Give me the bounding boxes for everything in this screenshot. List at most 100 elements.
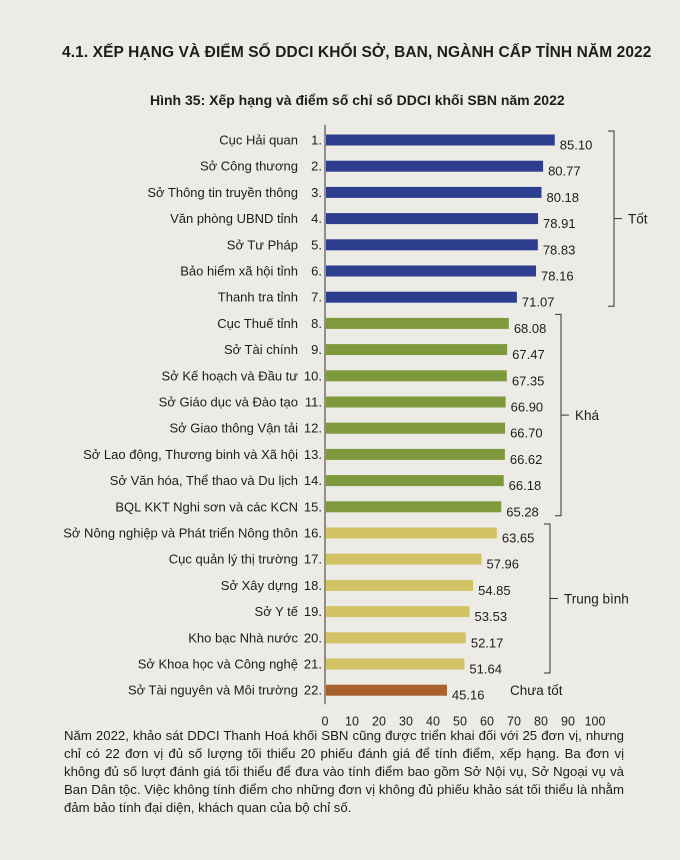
bar-row: Cục Hải quan 1. 85.10 bbox=[219, 133, 592, 153]
bar bbox=[326, 344, 508, 356]
bar-rank-label: 1. bbox=[311, 133, 322, 148]
bar-value-label: 78.91 bbox=[543, 216, 576, 231]
bar-row: Sở Tài nguyên và Môi trường 22. 45.16 bbox=[128, 683, 485, 703]
bar bbox=[326, 684, 447, 696]
bar-value-label: 51.64 bbox=[469, 662, 502, 677]
bar-rank-label: 13. bbox=[304, 447, 322, 462]
bar-value-label: 80.18 bbox=[546, 190, 579, 205]
bar-value-label: 45.16 bbox=[452, 688, 485, 703]
x-tick-label: 80 bbox=[534, 714, 548, 728]
x-tick-label: 70 bbox=[507, 714, 521, 728]
bar-row: Bảo hiểm xã hội tỉnh 6. 78.16 bbox=[180, 264, 573, 284]
bar-category-label: Sở Y tế bbox=[255, 604, 299, 619]
group-label: Trung bình bbox=[564, 592, 629, 607]
body-paragraph: Năm 2022, khảo sát DDCI Thanh Hoá khối S… bbox=[64, 728, 624, 815]
bar-category-label: Sở Tư Pháp bbox=[227, 237, 298, 252]
bar-row: Sở Thông tin truyền thông 3. 80.18 bbox=[147, 185, 579, 205]
bar bbox=[326, 632, 466, 644]
bar-category-label: Sở Lao động, Thương binh và Xã hội bbox=[83, 447, 298, 462]
bar-value-label: 68.08 bbox=[514, 321, 547, 336]
chart-title: Hình 35: Xếp hạng và điểm số chỉ số DDCI… bbox=[150, 92, 565, 108]
bar-row: Sở Khoa học và Công nghệ 21. 51.64 bbox=[138, 657, 502, 677]
bar-category-label: Sở Tài chính bbox=[224, 342, 298, 357]
bar-rank-label: 18. bbox=[304, 578, 322, 593]
bar-category-label: Sở Văn hóa, Thể thao và Du lịch bbox=[110, 473, 298, 488]
group-label: Chưa tốt bbox=[510, 683, 563, 698]
bar-rank-label: 21. bbox=[304, 657, 322, 672]
bar bbox=[326, 553, 482, 565]
bar-value-label: 66.18 bbox=[509, 478, 542, 493]
bar-category-label: Sở Giao thông Vận tải bbox=[170, 421, 299, 436]
x-tick-label: 0 bbox=[322, 714, 329, 728]
bar-row: Sở Công thương 2. 80.77 bbox=[200, 159, 581, 179]
bar-category-label: Sở Xây dựng bbox=[221, 578, 298, 593]
x-tick-label: 10 bbox=[345, 714, 359, 728]
bar-row: Kho bạc Nhà nước 20. 52.17 bbox=[188, 630, 503, 650]
bar-rank-label: 19. bbox=[304, 604, 322, 619]
bar bbox=[326, 134, 555, 146]
bar-value-label: 65.28 bbox=[506, 504, 539, 519]
bar-rank-label: 16. bbox=[304, 526, 322, 541]
bar bbox=[326, 475, 504, 487]
bar-rank-label: 4. bbox=[311, 211, 322, 226]
bar-value-label: 66.90 bbox=[511, 400, 544, 415]
bar-category-label: Cục Hải quan bbox=[219, 133, 298, 148]
bar-value-label: 67.47 bbox=[512, 347, 545, 362]
bar bbox=[326, 396, 506, 408]
bar-value-label: 63.65 bbox=[502, 531, 535, 546]
bar-value-label: 78.16 bbox=[541, 269, 574, 284]
bar-rank-label: 8. bbox=[311, 316, 322, 331]
bar bbox=[326, 370, 507, 382]
bar-value-label: 66.62 bbox=[510, 452, 543, 467]
bar-category-label: Kho bạc Nhà nước bbox=[188, 630, 298, 645]
bar bbox=[326, 658, 465, 670]
x-tick-label: 20 bbox=[372, 714, 386, 728]
x-tick-label: 40 bbox=[426, 714, 440, 728]
x-axis: 0 10 20 30 40 50 60 70 80 90 100 bbox=[322, 124, 606, 728]
x-tick-label: 100 bbox=[585, 714, 606, 728]
bar-category-label: Cục quản lý thị trường bbox=[169, 552, 298, 567]
bar-row: Cục quản lý thị trường 17. 57.96 bbox=[169, 552, 519, 572]
group-label: Khá bbox=[575, 408, 600, 423]
bar-rank-label: 17. bbox=[304, 552, 322, 567]
bar-rank-label: 3. bbox=[311, 185, 322, 200]
x-tick-label: 30 bbox=[399, 714, 413, 728]
group-bracket bbox=[608, 130, 615, 307]
bar bbox=[326, 501, 502, 513]
bar-value-label: 80.77 bbox=[548, 164, 581, 179]
x-tick-label: 60 bbox=[480, 714, 494, 728]
bar-row: Sở Xây dựng 18. 54.85 bbox=[221, 578, 511, 598]
bar-value-label: 85.10 bbox=[560, 138, 593, 153]
bar-value-label: 66.70 bbox=[510, 426, 543, 441]
bar bbox=[326, 291, 517, 303]
bar-category-label: Sở Công thương bbox=[200, 159, 298, 174]
bar-rank-label: 22. bbox=[304, 683, 322, 698]
bar-rank-label: 5. bbox=[311, 237, 322, 252]
bar bbox=[326, 422, 506, 434]
bar bbox=[326, 160, 544, 172]
bar-row: Sở Văn hóa, Thể thao và Du lịch 14. 66.18 bbox=[110, 473, 541, 493]
x-tick-label: 50 bbox=[453, 714, 467, 728]
bar-row: Sở Kế hoạch và Đầu tư 10. 67.35 bbox=[162, 368, 545, 388]
group-bracket bbox=[555, 313, 562, 517]
bar-row: Sở Tài chính 9. 67.47 bbox=[224, 342, 545, 362]
bar-rank-label: 11. bbox=[305, 395, 322, 410]
bar bbox=[326, 186, 542, 198]
bar-value-label: 54.85 bbox=[478, 583, 511, 598]
bars-layer: Cục Hải quan 1. 85.10 Sở Công thương 2. 80.77… bbox=[63, 133, 592, 703]
bar-category-label: Thanh tra tỉnh bbox=[218, 290, 298, 305]
bar bbox=[326, 579, 474, 591]
bar-row: Sở Giáo dục và Đào tạo 11. 66.90 bbox=[159, 395, 544, 415]
bar-row: Thanh tra tỉnh 7. 71.07 bbox=[218, 290, 555, 310]
bar-category-label: Bảo hiểm xã hội tỉnh bbox=[180, 264, 298, 279]
bar-row: Sở Nông nghiệp và Phát triển Nông thôn 16… bbox=[63, 526, 534, 546]
bar-value-label: 71.07 bbox=[522, 295, 555, 310]
bar bbox=[326, 527, 497, 539]
group-brackets: Tốt Khá Trung bình Chưa tốt bbox=[510, 130, 648, 698]
bar-rank-label: 12. bbox=[304, 421, 322, 436]
bar-category-label: Sở Tài nguyên và Môi trường bbox=[128, 683, 298, 698]
bar-value-label: 67.35 bbox=[512, 373, 545, 388]
bar-row: Sở Tư Pháp 5. 78.83 bbox=[227, 237, 576, 257]
bar-value-label: 78.83 bbox=[543, 242, 576, 257]
x-tick-label: 90 bbox=[561, 714, 575, 728]
